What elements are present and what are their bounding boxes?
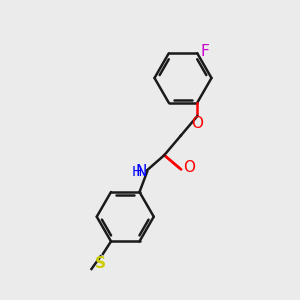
Text: N: N	[136, 164, 147, 179]
Text: H: H	[131, 165, 142, 179]
Text: O: O	[191, 116, 203, 131]
Text: O: O	[183, 160, 195, 175]
Text: F: F	[201, 44, 210, 59]
Text: S: S	[95, 256, 106, 272]
